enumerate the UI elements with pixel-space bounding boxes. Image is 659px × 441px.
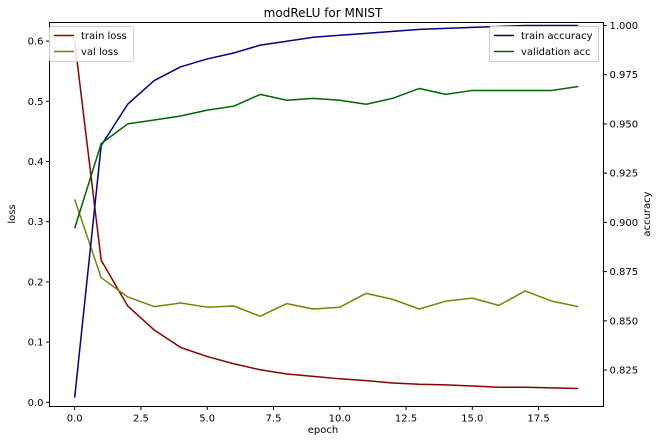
y-left-tick-label: 0.6 <box>28 37 44 48</box>
y-right-tick-label: 0.925 <box>610 169 639 180</box>
y-axis-left-title: loss <box>7 204 18 223</box>
x-tick-label: 17.5 <box>527 414 549 425</box>
y-right-tick-label: 0.900 <box>610 218 639 229</box>
y-left-tick-label: 0.1 <box>28 338 44 349</box>
y-right-tick-label: 0.825 <box>610 366 639 377</box>
legend-right: train accuracy validation acc <box>489 26 599 62</box>
y-left-tick-label: 0.3 <box>28 217 44 228</box>
y-axis-left: 0.0 0.1 0.2 0.3 0.4 0.5 0.6 <box>28 37 50 409</box>
y-right-tick-label: 1.000 <box>610 21 639 32</box>
series-line-validation-acc <box>73 85 579 229</box>
x-tick-label: 0.0 <box>67 414 83 425</box>
y-left-tick-label: 0.0 <box>28 398 44 409</box>
plot-frame <box>49 22 604 407</box>
y-right-tick-label: 0.875 <box>610 267 639 278</box>
y-axis-right: 0.825 0.850 0.875 0.900 0.925 0.950 0.975 1.000 <box>603 21 639 377</box>
series-line-train-loss <box>73 41 579 390</box>
legend-right-box <box>489 26 599 62</box>
y-left-tick-label: 0.5 <box>28 97 44 108</box>
x-axis-title: epoch <box>308 425 338 436</box>
x-tick-label: 5.0 <box>199 414 215 425</box>
plot-area <box>73 24 579 398</box>
y-right-tick-label: 0.975 <box>610 70 639 81</box>
legend-validation-acc-label: validation acc <box>521 47 591 58</box>
legend-left: train loss val loss <box>49 26 134 62</box>
series-line-val-loss <box>73 199 579 317</box>
y-right-tick-label: 0.850 <box>610 316 639 327</box>
x-tick-label: 10.0 <box>329 414 351 425</box>
x-tick-label: 12.5 <box>395 414 417 425</box>
legend-train-accuracy-label: train accuracy <box>521 31 593 42</box>
legend-train-loss-label: train loss <box>81 31 127 42</box>
legend-val-loss-label: val loss <box>81 47 118 58</box>
x-tick-label: 7.5 <box>266 414 282 425</box>
x-tick-label: 15.0 <box>461 414 483 425</box>
y-axis-right-title: accuracy <box>642 191 653 236</box>
y-right-tick-label: 0.950 <box>610 119 639 130</box>
y-left-tick-label: 0.4 <box>28 157 44 168</box>
chart-title: modReLU for MNIST <box>264 6 383 20</box>
x-axis: 0.0 2.5 5.0 7.5 10.0 12.5 15.0 17.5 <box>67 406 550 425</box>
y-left-tick-label: 0.2 <box>28 277 44 288</box>
x-tick-label: 2.5 <box>133 414 149 425</box>
